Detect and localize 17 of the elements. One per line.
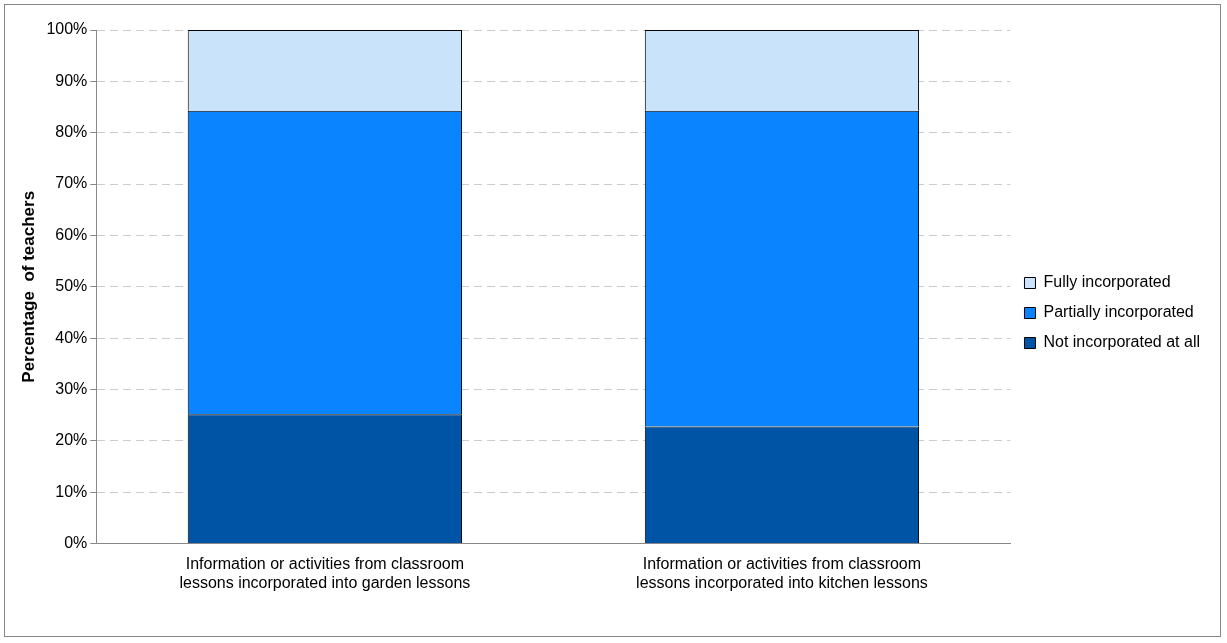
y-tick-label: 60% xyxy=(55,225,88,243)
y-tick-label: 90% xyxy=(55,71,88,89)
y-tick-label: 100% xyxy=(46,20,88,38)
y-tick-label: 70% xyxy=(55,174,88,192)
x-tick-label: Information or activities from classroom lessons incorporated into kitchen lessons xyxy=(636,554,928,591)
y-tick-label: 10% xyxy=(55,482,88,500)
y-tick-label: 40% xyxy=(55,328,88,346)
y-tick-label: 50% xyxy=(55,277,88,295)
legend-label: Fully incorporated xyxy=(1043,273,1171,291)
y-axis-title: Percentage of teachers xyxy=(18,190,38,383)
y-tick-label: 80% xyxy=(55,123,88,141)
x-tick-label: Information or activities from classroom lessons incorporated into garden lessons xyxy=(179,554,471,591)
y-tick-label: 30% xyxy=(55,379,88,397)
legend-label: Not incorporated at all xyxy=(1043,333,1200,351)
y-tick-label: 20% xyxy=(55,431,88,449)
y-tick-label: 0% xyxy=(64,534,88,552)
legend-label: Partially incorporated xyxy=(1043,303,1194,321)
